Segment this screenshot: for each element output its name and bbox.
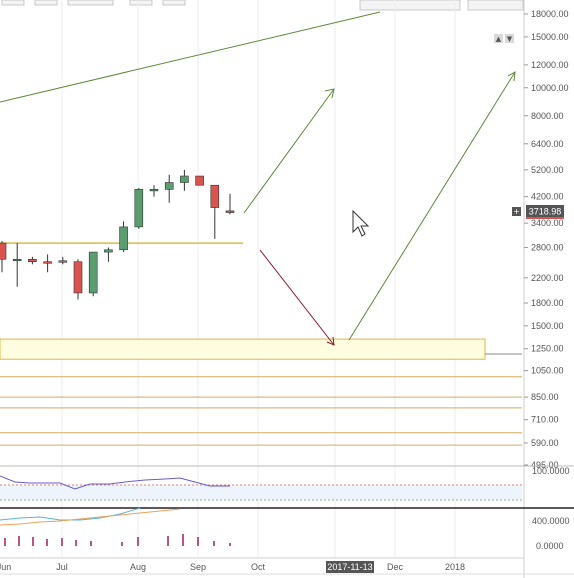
price-tick-label: 18000.00 (531, 9, 569, 19)
trend-line[interactable] (0, 11, 381, 103)
price-tick-label: 8000.00 (531, 111, 564, 121)
price-tick-label: 5200.00 (531, 165, 564, 175)
toolbar-button-3[interactable] (67, 0, 114, 6)
candle[interactable] (28, 256, 37, 265)
toolbar-button-4[interactable] (129, 0, 153, 6)
svg-text:▲: ▲ (496, 35, 502, 43)
price-tick-label: 850.00 (531, 392, 559, 402)
candle[interactable] (210, 184, 220, 239)
macd-histogram (4, 534, 231, 546)
candle[interactable] (195, 175, 204, 186)
candle[interactable] (58, 256, 68, 265)
bear-projection-arrow[interactable] (259, 249, 335, 346)
macd-pane: 400.0000 0.0000 (0, 507, 574, 551)
top-toolbar (1, 0, 524, 11)
candle[interactable] (180, 169, 189, 191)
price-tick-label: 2800.00 (531, 243, 564, 253)
price-tick-label: 710.00 (531, 415, 559, 425)
scale-down-icon[interactable] (505, 34, 514, 43)
price-tick-label: 12000.00 (531, 60, 569, 70)
date-tick-label: Dec (387, 562, 404, 572)
crosshair-date-box (326, 561, 374, 573)
macd-line (0, 507, 141, 521)
price-axis[interactable]: 18000.00 15000.00 12000.00 10000.00 8000.00 6… (524, 9, 569, 470)
date-tick-label: Aug (130, 562, 146, 572)
macd-axis-label-zero: 0.0000 (536, 541, 564, 551)
bull-projection-arrow[interactable] (243, 88, 335, 214)
vertical-grid (61, 0, 456, 558)
price-tick-label: 10000.00 (531, 83, 569, 93)
toolbar-button-7[interactable] (467, 0, 524, 11)
price-marker-icon: + (513, 207, 520, 216)
rebound-projection-arrow[interactable] (348, 71, 516, 341)
price-tick-label: 1500.00 (531, 321, 564, 331)
price-tick-label: 1050.00 (531, 366, 564, 376)
candle[interactable] (73, 259, 83, 300)
date-tick-label: Oct (251, 562, 266, 572)
price-tick-label: 4200.00 (531, 192, 564, 202)
price-tick-label: 6400.00 (531, 139, 564, 149)
toolbar-button-2[interactable] (34, 0, 58, 6)
price-tick-label: 495.00 (531, 460, 559, 470)
pane-controls: ▲ ▼ (494, 34, 514, 43)
price-tick-label: 1800.00 (531, 298, 564, 308)
candle[interactable] (164, 174, 174, 203)
candle[interactable] (43, 254, 52, 273)
date-tick-label: Jul (56, 562, 68, 572)
toolbar-button-6[interactable] (359, 0, 461, 11)
current-price-label: 3718.98 (529, 207, 562, 217)
date-tick-label: Jun (0, 562, 11, 572)
date-tick-label: Sep (190, 562, 206, 572)
price-tick-label: 590.00 (531, 438, 559, 448)
oscillator-axis-label: 100.0000 (532, 466, 570, 476)
current-price-tag: + 3718.98 (512, 205, 564, 219)
time-axis[interactable]: Jun Jul Aug Sep Oct Dec 2018 2017-11-13 (0, 557, 574, 575)
candle[interactable] (12, 243, 22, 287)
price-tick-label: 15000.00 (531, 32, 569, 42)
candle[interactable] (0, 240, 7, 273)
date-tick-label: 2018 (445, 562, 465, 572)
crosshair-date-label: 2017-11-13 (327, 562, 372, 572)
oscillator-pane: 100.0000 (0, 465, 574, 501)
candle[interactable] (104, 247, 113, 262)
price-tick-label: 2200.00 (531, 273, 564, 283)
macd-axis-label-top: 400.0000 (532, 516, 570, 526)
candle[interactable] (88, 251, 98, 297)
candle[interactable] (119, 221, 128, 253)
candle[interactable] (134, 187, 144, 229)
toolbar-button-5[interactable] (162, 0, 186, 6)
price-marker-box[interactable] (512, 207, 521, 216)
svg-text:▼: ▼ (507, 35, 513, 43)
price-tick-label: 1250.00 (531, 344, 564, 354)
candle[interactable] (149, 185, 159, 197)
price-tick-label: 3400.00 (531, 218, 564, 228)
candlesticks (0, 169, 235, 300)
candle[interactable] (225, 193, 235, 215)
oscillator-line (0, 475, 230, 490)
demand-zone[interactable] (0, 338, 486, 360)
toolbar-button-1[interactable] (1, 0, 25, 6)
signal-line (0, 508, 181, 526)
scale-up-icon[interactable] (494, 34, 503, 43)
mouse-cursor-icon (352, 209, 370, 237)
main-pane: ▲ ▼ (0, 0, 525, 578)
